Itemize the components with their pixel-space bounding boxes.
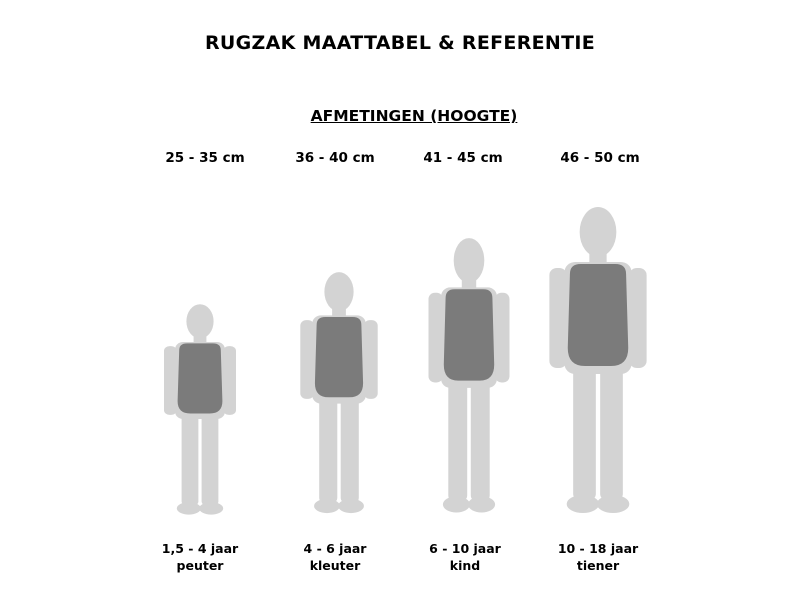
teen-with-backpack-icon [544, 198, 652, 518]
age-range: 1,5 - 4 jaar [161, 541, 239, 556]
age-group: kleuter [309, 558, 361, 573]
size-label-1: 25 - 35 cm [165, 150, 245, 166]
age-range: 6 - 10 jaar [429, 541, 501, 556]
age-group: peuter [176, 558, 224, 573]
age-label-2: 4 - 6 jaar kleuter [270, 540, 400, 574]
age-label-4: 10 - 18 jaar tiener [533, 540, 663, 574]
size-label-4: 46 - 50 cm [560, 150, 640, 166]
size-label-2: 36 - 40 cm [295, 150, 375, 166]
child-with-backpack-icon [424, 230, 514, 517]
child-with-backpack-icon [160, 298, 240, 518]
age-range: 10 - 18 jaar [557, 541, 639, 556]
child-with-backpack-icon [296, 265, 382, 517]
page-title: RUGZAK MAATTABEL & REFERENTIE [204, 32, 596, 54]
size-label-3: 41 - 45 cm [423, 150, 503, 166]
age-label-3: 6 - 10 jaar kind [400, 540, 530, 574]
age-group: kind [449, 558, 481, 573]
age-group: tiener [576, 558, 620, 573]
section-subtitle: AFMETINGEN (HOOGTE) [310, 107, 518, 125]
age-label-1: 1,5 - 4 jaar peuter [135, 540, 265, 574]
age-range: 4 - 6 jaar [303, 541, 367, 556]
